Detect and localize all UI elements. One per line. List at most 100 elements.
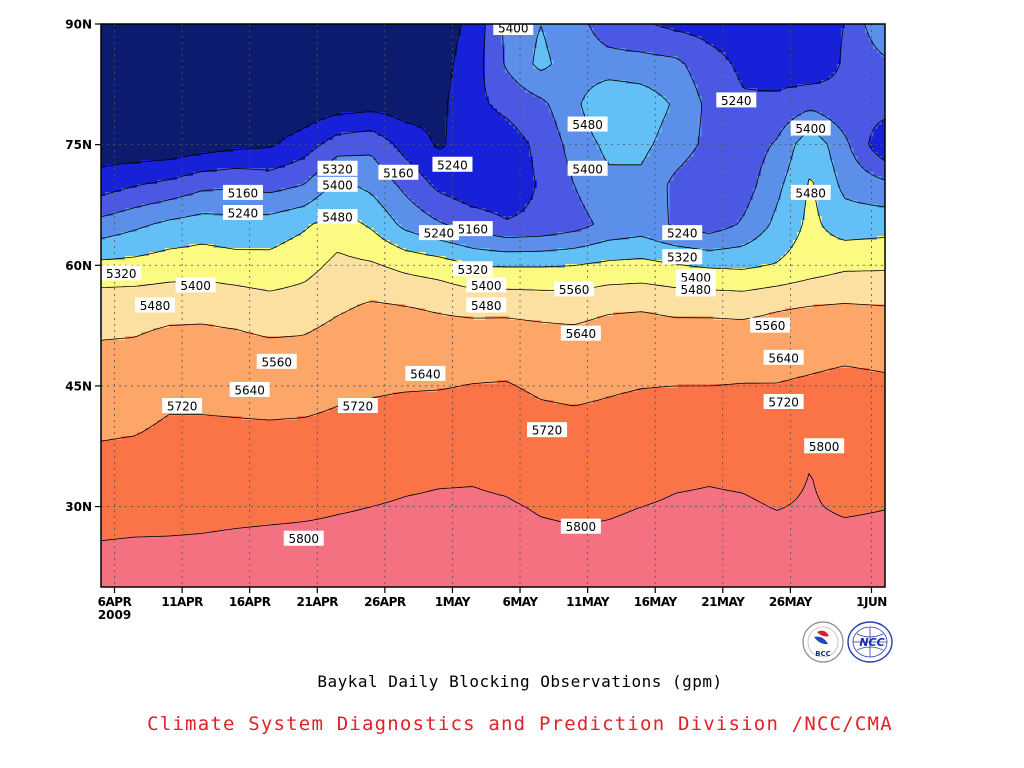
contour-label-text: 5480 <box>471 299 502 313</box>
bcc-logo: BCC <box>802 621 844 663</box>
y-tick-label: 90N <box>65 18 92 32</box>
contour-label-text: 5400 <box>322 178 353 192</box>
contour-label: 5400 <box>567 160 608 176</box>
contour-label: 5320 <box>317 160 358 176</box>
contour-label-text: 5480 <box>140 299 171 313</box>
contour-label-box <box>790 120 831 136</box>
contour-label: 5720 <box>337 398 378 414</box>
contour-label-text: 5800 <box>288 532 319 546</box>
contour-label: 5640 <box>763 349 804 365</box>
contour-label-text: 5240 <box>424 227 455 241</box>
contour-label: 5560 <box>554 281 595 297</box>
contour-band-4 <box>101 32 885 269</box>
contour-label-text: 5320 <box>667 251 698 265</box>
contour-label-box <box>418 225 459 241</box>
contour-label-box <box>317 160 358 176</box>
x-year-label: 2009 <box>98 608 131 622</box>
contour-label-text: 5240 <box>667 227 698 241</box>
x-tick-label: 1JUN <box>856 595 887 609</box>
contour-label: 5800 <box>560 518 601 534</box>
contour-label-box <box>675 269 716 285</box>
contour-label-text: 5640 <box>410 367 441 381</box>
contour-label-text: 5320 <box>457 263 488 277</box>
contour-label-box <box>405 365 446 381</box>
x-tick-label: 21MAY <box>701 595 745 609</box>
contour-label-text: 5160 <box>383 166 414 180</box>
svg-text:BCC: BCC <box>815 650 831 658</box>
contour-label-text: 5160 <box>228 186 259 200</box>
contour-band-6 <box>101 252 885 341</box>
y-tick-label: 60N <box>65 259 92 273</box>
contour-label: 5560 <box>256 353 297 369</box>
contour-label: 5160 <box>452 221 493 237</box>
contour-label: 5240 <box>662 225 703 241</box>
contour-label-text: 5160 <box>457 223 488 237</box>
contour-label-box <box>675 281 716 297</box>
grid-lines <box>101 23 885 587</box>
contour-label: 5640 <box>560 325 601 341</box>
contour-label: 5400 <box>493 20 534 36</box>
contour-label: 5240 <box>222 205 263 221</box>
contour-label-text: 5560 <box>261 355 292 369</box>
contour-label-text: 5720 <box>167 400 198 414</box>
contour-label-box <box>560 325 601 341</box>
contour-line-5240 <box>101 24 885 219</box>
contour-label-box <box>162 398 203 414</box>
contour-band-3 <box>101 24 885 253</box>
contour-label-text: 5480 <box>322 211 353 225</box>
contour-label: 5400 <box>317 176 358 192</box>
contour-label-box <box>750 317 791 333</box>
contour-label-box <box>716 92 757 108</box>
contour-label-text: 5400 <box>180 279 211 293</box>
contour-label-text: 5240 <box>721 94 752 108</box>
contour-label: 5320 <box>452 261 493 277</box>
contour-label: 5480 <box>790 184 831 200</box>
contour-label-box <box>804 438 845 454</box>
contour-label-text: 5800 <box>566 520 597 534</box>
contour-band-0 <box>101 24 462 169</box>
contour-line-5640 <box>101 301 885 341</box>
contour-label: 5480 <box>135 297 176 313</box>
plot-frame <box>100 23 886 588</box>
y-tick-label: 45N <box>65 379 92 393</box>
contour-label-box <box>432 156 473 172</box>
contour-label-text: 5640 <box>768 351 799 365</box>
contour-label-box <box>229 381 270 397</box>
contour-label-box <box>101 265 142 281</box>
contour-label-text: 5640 <box>566 327 597 341</box>
contour-label-text: 5320 <box>106 267 137 281</box>
contour-label: 5400 <box>790 120 831 136</box>
contour-band-7 <box>101 300 885 441</box>
contour-label: 5160 <box>222 184 263 200</box>
contour-label-box <box>135 297 176 313</box>
contour-label: 5720 <box>763 394 804 410</box>
contour-label-text: 5480 <box>572 118 603 132</box>
contour-band-5 <box>101 180 885 293</box>
contour-label-box <box>466 277 507 293</box>
contour-line-5160 <box>101 24 462 168</box>
contour-label-box <box>337 398 378 414</box>
y-tick-label: 30N <box>65 500 92 514</box>
contour-label-text: 5400 <box>498 22 529 36</box>
contour-label-text: 5400 <box>795 122 826 136</box>
contour-label-box <box>662 249 703 265</box>
x-tick-label: 26APR <box>364 595 406 609</box>
contour-label: 5720 <box>527 422 568 438</box>
credit-line: Climate System Diagnostics and Predictio… <box>147 713 893 735</box>
contour-label-box <box>527 422 568 438</box>
contour-label-text: 5560 <box>559 283 590 297</box>
contour-line-5400 <box>101 25 885 253</box>
contour-label-box <box>452 261 493 277</box>
y-tick-label: 75N <box>65 138 92 152</box>
contour-label-box <box>317 209 358 225</box>
contour-label: 5320 <box>101 265 142 281</box>
contour-label: 5240 <box>432 156 473 172</box>
x-tick-label: 16MAY <box>634 595 678 609</box>
contour-label-box <box>283 530 324 546</box>
contour-band-2 <box>101 24 885 237</box>
contour-band-8 <box>101 368 885 541</box>
contour-label-box <box>175 277 216 293</box>
contour-label-text: 5800 <box>809 440 840 454</box>
contour-label: 5720 <box>162 398 203 414</box>
contour-label-box <box>466 297 507 313</box>
